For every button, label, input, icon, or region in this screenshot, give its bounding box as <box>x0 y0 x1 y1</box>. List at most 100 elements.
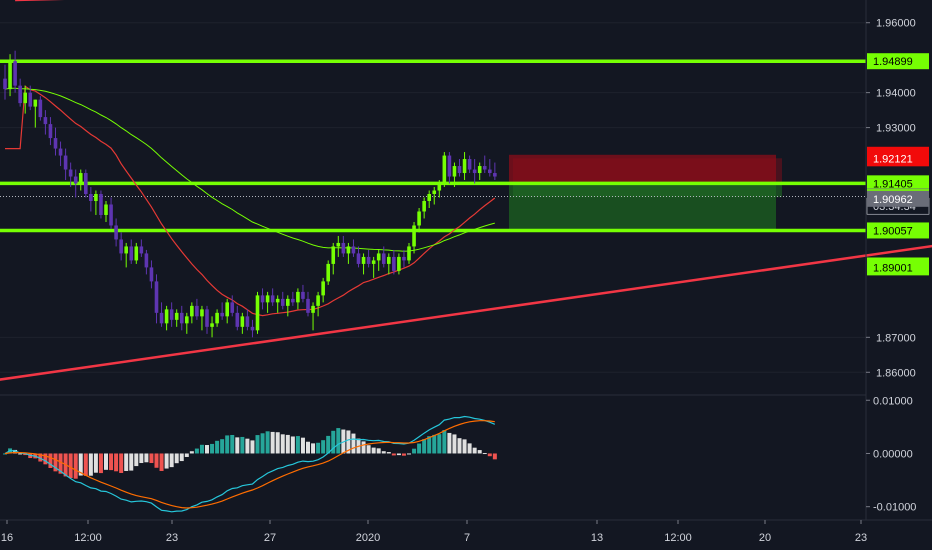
candle-body <box>341 242 346 254</box>
candle-body <box>331 246 336 264</box>
macd-histogram-bar <box>417 443 422 454</box>
time-tick-label: 27 <box>264 532 276 544</box>
signal-line <box>4 420 495 509</box>
macd-histogram-bar <box>88 453 93 476</box>
candle-body <box>291 298 295 303</box>
candle-body <box>159 312 164 324</box>
position-tool[interactable] <box>509 154 782 231</box>
time-tick-label: 16 <box>1 532 13 544</box>
macd-histogram-bar <box>306 441 310 454</box>
candle-body <box>230 302 235 313</box>
price-tag-label: 1.91405 <box>873 178 913 190</box>
time-tick-label: 7 <box>464 532 470 544</box>
macd-histogram-bar <box>346 430 351 454</box>
macd-histogram-bar <box>331 430 336 454</box>
macd-histogram-bar <box>179 453 184 462</box>
candle-body <box>351 246 356 254</box>
candle-body <box>275 298 280 303</box>
macd-histogram-bar <box>351 433 356 454</box>
candle-body <box>129 246 134 261</box>
candle-body <box>48 124 53 139</box>
candle-body <box>84 173 88 195</box>
time-tick-label: 13 <box>591 532 603 544</box>
price-tag <box>867 150 929 167</box>
macd-histogram-bar <box>205 445 209 454</box>
macd-histogram-bar <box>144 453 149 463</box>
candle-body <box>149 267 154 282</box>
macd-histogram-bar <box>371 447 376 454</box>
price-tag-label: 1.92121 <box>873 153 913 165</box>
macd-histogram-bar <box>48 453 53 468</box>
macd-histogram-bar <box>260 433 265 454</box>
candle-body <box>33 99 38 107</box>
candle-body <box>154 281 159 313</box>
candle-body <box>240 316 245 327</box>
candle-body <box>280 298 285 306</box>
macd-histogram-bar <box>396 453 401 456</box>
macd-histogram-bar <box>225 435 230 454</box>
time-axis[interactable]: 16 12:00 23 27 2020 7 13 12:00 20 23 <box>1 520 867 544</box>
macd-histogram-bar <box>361 441 366 454</box>
macd-histogram-bar <box>104 453 108 470</box>
candle-body <box>220 312 224 317</box>
price-tag <box>867 222 929 239</box>
macd-histogram-bar <box>139 453 144 464</box>
candle-body <box>432 190 437 195</box>
macd-histogram-bar <box>401 453 406 456</box>
macd-histogram-bar <box>432 434 437 454</box>
candle-body <box>467 159 472 170</box>
macd-histogram-bar <box>452 434 457 454</box>
macd-histogram-bar <box>381 451 386 454</box>
oscillator-tick-label: 0.01000 <box>873 395 913 407</box>
candle-body <box>200 309 204 317</box>
candle-body <box>387 256 391 264</box>
candle-body <box>422 200 426 212</box>
price-tag <box>867 190 929 207</box>
macd-histogram-bar <box>184 453 189 457</box>
candle-body <box>250 326 255 331</box>
candle-body <box>13 61 17 86</box>
candle-body <box>376 253 381 261</box>
candle-body <box>99 194 103 215</box>
price-tag <box>867 259 929 276</box>
macd-histogram-bar <box>38 453 43 462</box>
macd-histogram-bar <box>407 453 411 455</box>
macd-histogram-bar <box>169 453 174 468</box>
candle-body <box>301 291 305 299</box>
candlestick-series[interactable] <box>3 50 497 338</box>
trendlines[interactable] <box>0 0 932 381</box>
macd-histogram-bar <box>189 451 194 454</box>
candle-body <box>397 256 401 271</box>
macd-histogram-bar <box>174 453 179 464</box>
macd-histogram-bar <box>295 436 300 454</box>
macd-histogram-bar <box>109 453 114 471</box>
candle-body <box>255 295 260 331</box>
time-tick-label: 23 <box>855 532 867 544</box>
candle-body <box>270 295 275 303</box>
candle-body <box>442 155 447 184</box>
candle-body <box>437 183 442 191</box>
candle-body <box>265 295 270 303</box>
candle-body <box>381 253 386 264</box>
macd-histogram-bar <box>129 453 134 471</box>
candle-body <box>174 312 179 320</box>
candle-body <box>190 305 194 317</box>
candle-body <box>104 204 108 215</box>
candle-body <box>407 246 411 261</box>
candle-body <box>336 242 341 247</box>
horizontal-levels[interactable] <box>0 59 866 233</box>
macd-histogram-bar <box>437 434 442 454</box>
macd-histogram-bar <box>78 453 83 476</box>
candle-body <box>134 246 139 261</box>
candle-body <box>452 166 457 177</box>
candle-body <box>371 260 376 264</box>
oscillator-axis[interactable]: 0.01000 0.00000 -0.01000 <box>866 395 916 514</box>
candle-body <box>205 309 209 327</box>
price-axis[interactable]: 1.96000 1.94000 1.93000 1.87000 1.86000 1.948… <box>866 18 930 380</box>
candle-body <box>260 295 265 303</box>
candle-body <box>139 246 144 254</box>
candle-body <box>493 173 497 177</box>
macd-histogram-bar <box>53 453 58 472</box>
